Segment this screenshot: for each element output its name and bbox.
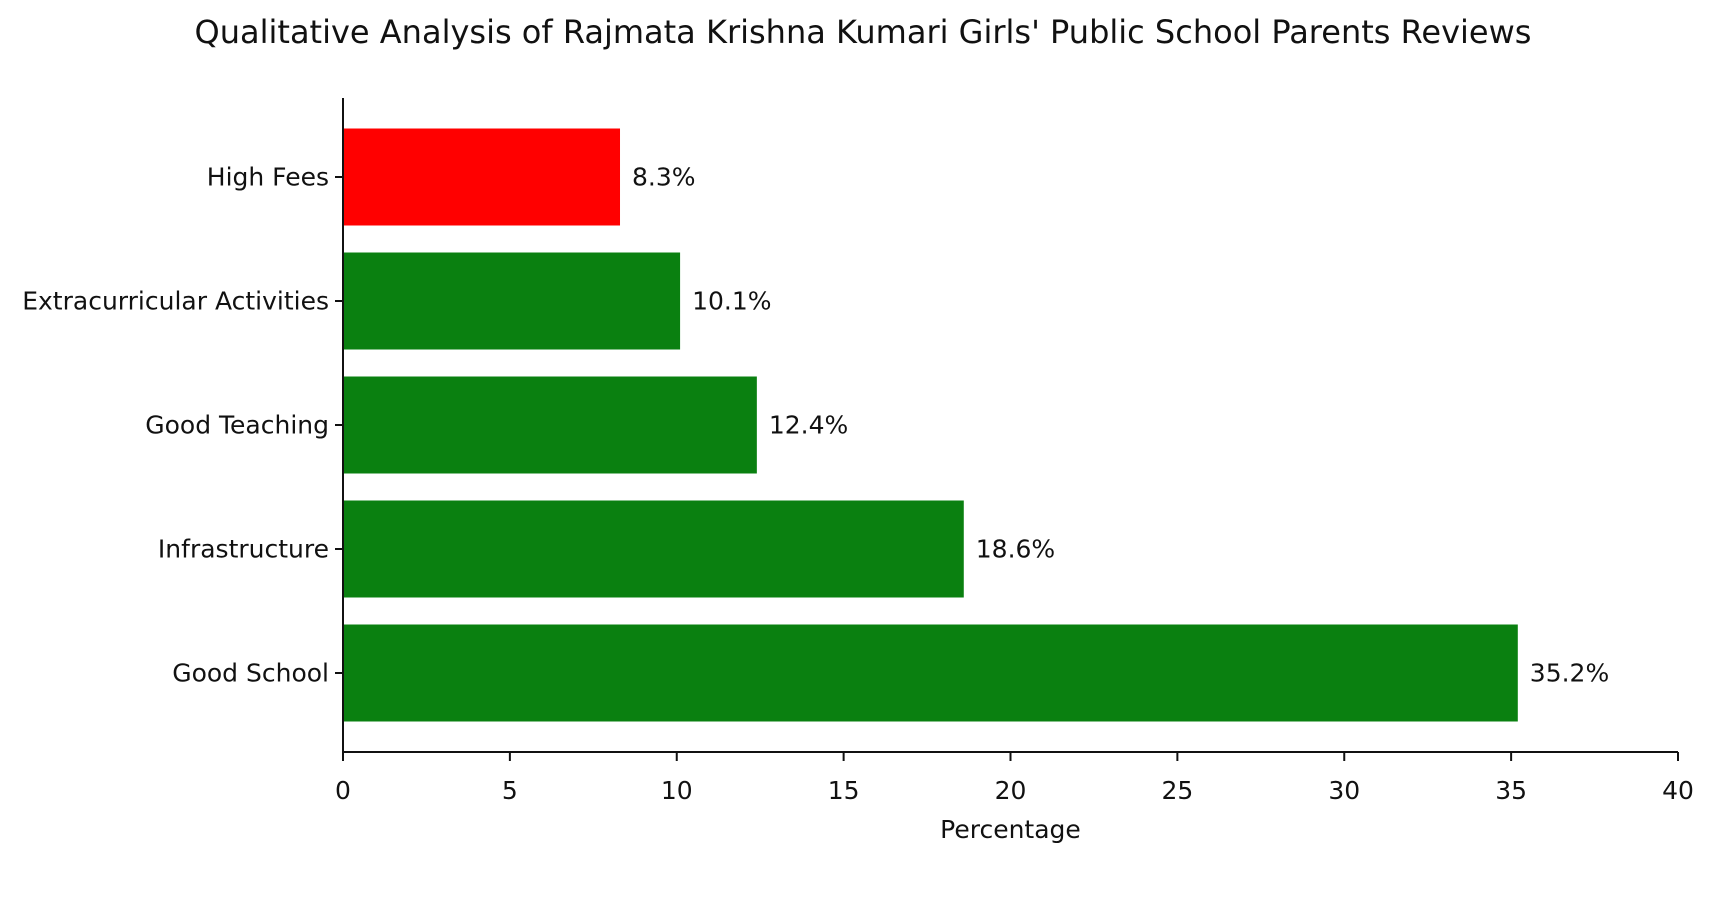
bar-3 — [343, 500, 964, 598]
x-tick-label-5: 25 — [1161, 776, 1193, 805]
category-label-2: Good Teaching — [145, 411, 329, 440]
x-tick-label-6: 30 — [1328, 776, 1360, 805]
bars-layer — [343, 128, 1518, 722]
value-label-4: 35.2% — [1530, 659, 1609, 688]
x-tick-label-8: 40 — [1662, 776, 1694, 805]
x-tick-label-0: 0 — [335, 776, 351, 805]
x-tick-label-3: 15 — [828, 776, 860, 805]
value-label-1: 10.1% — [692, 287, 771, 316]
category-label-0: High Fees — [207, 163, 329, 192]
x-axis-label: Percentage — [940, 815, 1081, 844]
bar-0 — [343, 128, 621, 226]
value-label-0: 8.3% — [632, 163, 696, 192]
value-label-3: 18.6% — [976, 535, 1055, 564]
x-axis-ticks: 0 5 10 15 20 25 30 35 40 — [335, 752, 1694, 805]
bar-2 — [343, 376, 757, 474]
x-tick-label-7: 35 — [1495, 776, 1527, 805]
category-label-4: Good School — [172, 659, 329, 688]
x-tick-label-1: 5 — [502, 776, 518, 805]
value-labels: 8.3% 10.1% 12.4% 18.6% 35.2% — [632, 163, 1609, 688]
x-tick-label-2: 10 — [661, 776, 693, 805]
bar-4 — [343, 624, 1518, 722]
x-tick-label-4: 20 — [995, 776, 1027, 805]
category-label-1: Extracurricular Activities — [22, 287, 329, 316]
bar-1 — [343, 252, 681, 350]
value-label-2: 12.4% — [769, 411, 848, 440]
category-label-3: Infrastructure — [158, 535, 329, 564]
chart-title: Qualitative Analysis of Rajmata Krishna … — [195, 13, 1532, 51]
category-labels: High Fees Extracurricular Activities Good … — [22, 163, 343, 688]
